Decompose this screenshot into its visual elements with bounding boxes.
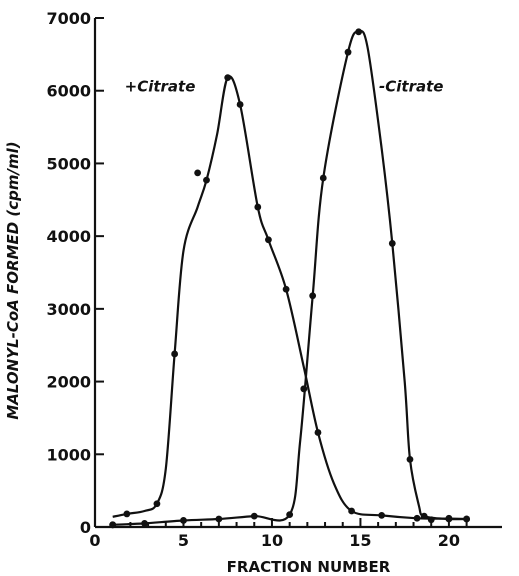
data-point-minus-citrate bbox=[344, 48, 352, 56]
data-point-minus-citrate bbox=[388, 240, 396, 247]
y-tick-label: 0 bbox=[80, 518, 91, 537]
data-point-minus-citrate bbox=[309, 292, 317, 300]
y-axis-title: MALONYL-CoA FORMED (cpm/ml) bbox=[4, 141, 22, 419]
data-point-minus-citrate bbox=[250, 512, 258, 520]
series-line-plus-citrate bbox=[112, 75, 467, 521]
x-tick-label: 0 bbox=[89, 531, 100, 550]
data-point-minus-citrate bbox=[406, 455, 414, 463]
data-point-minus-citrate bbox=[180, 517, 187, 524]
y-tick-label: 5000 bbox=[46, 154, 91, 173]
data-point-plus-citrate bbox=[427, 516, 435, 524]
data-point-plus-citrate bbox=[314, 429, 322, 436]
data-point-minus-citrate bbox=[445, 515, 453, 523]
x-tick-label: 15 bbox=[349, 531, 371, 550]
y-tick-label: 1000 bbox=[46, 445, 91, 464]
data-point-minus-citrate bbox=[420, 512, 428, 520]
data-point-plus-citrate bbox=[378, 511, 386, 519]
x-tick-label: 20 bbox=[438, 531, 460, 550]
data-point-minus-citrate bbox=[215, 515, 223, 523]
data-point-minus-citrate bbox=[300, 385, 308, 393]
data-point-plus-citrate bbox=[265, 236, 272, 244]
x-tick-label: 5 bbox=[178, 531, 189, 550]
data-point-minus-citrate bbox=[141, 519, 148, 527]
axes: 0 1000 2000 3000 4000 5000 6000 7000 0 5 10 15 20 bbox=[46, 9, 502, 550]
series-label-minus-citrate: -Citrate bbox=[379, 77, 443, 95]
y-tick-label: 6000 bbox=[46, 82, 91, 101]
data-point-plus-citrate bbox=[236, 101, 244, 108]
series-line-minus-citrate bbox=[112, 30, 467, 526]
series-label-plus-citrate: +Citrate bbox=[125, 77, 196, 95]
y-tick-label: 4000 bbox=[46, 227, 91, 246]
series-curves bbox=[112, 30, 467, 526]
x-axis-title: FRACTION NUMBER bbox=[227, 558, 391, 576]
data-point-minus-citrate bbox=[109, 521, 117, 529]
y-tick-label: 3000 bbox=[46, 300, 91, 319]
data-point-plus-citrate bbox=[224, 74, 232, 82]
data-point-minus-citrate bbox=[286, 511, 294, 519]
data-point-plus-citrate bbox=[194, 169, 202, 177]
chart-labels: FRACTION NUMBER MALONYL-CoA FORMED (cpm/… bbox=[4, 77, 443, 576]
data-point-plus-citrate bbox=[203, 176, 210, 184]
data-point-plus-citrate bbox=[123, 510, 131, 518]
data-point-plus-citrate bbox=[171, 350, 179, 358]
y-tick-label: 2000 bbox=[46, 373, 91, 392]
x-tick-label: 10 bbox=[261, 531, 283, 550]
data-point-plus-citrate bbox=[413, 514, 421, 522]
data-point-minus-citrate bbox=[319, 174, 327, 182]
data-point-plus-citrate bbox=[153, 500, 161, 508]
y-tick-label: 7000 bbox=[46, 9, 91, 28]
data-point-plus-citrate bbox=[282, 285, 290, 293]
data-point-plus-citrate bbox=[348, 507, 355, 515]
data-point-minus-citrate bbox=[355, 28, 363, 36]
series-points bbox=[109, 28, 471, 529]
data-point-minus-citrate bbox=[463, 515, 471, 523]
data-point-plus-citrate bbox=[254, 203, 262, 211]
